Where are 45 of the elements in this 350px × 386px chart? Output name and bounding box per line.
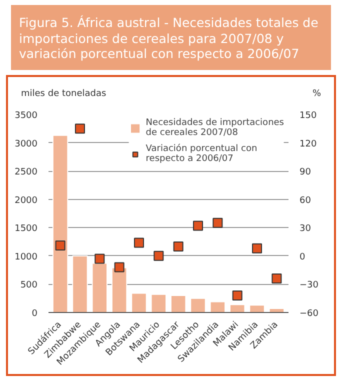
point: [193, 220, 204, 230]
bar: [249, 304, 265, 312]
point: [173, 241, 184, 252]
bar: [131, 292, 147, 312]
bar: [229, 304, 246, 312]
y2-tick-label: 90: [300, 167, 312, 178]
point: [55, 240, 66, 250]
y-tick-label: 0: [32, 308, 38, 319]
point: [94, 253, 105, 264]
bar: [52, 134, 68, 312]
legend-label: Necesidades de importaciones de cereales 2007/08: [146, 118, 284, 138]
y2-axis-title: %: [312, 88, 321, 101]
y-tick-label: 1000: [14, 252, 38, 262]
bar: [268, 308, 285, 312]
chart-title: Figura 5. África austral - Necesidades totales de importaciones de cereales para 2007/08 y variación porcentual con respecto a 2006/07: [19, 15, 320, 62]
point: [74, 123, 85, 134]
y2-tick-label: −30: [300, 280, 319, 290]
legend-label: Variación porcentual con respecto a 2006/07: [146, 144, 258, 164]
bar: [111, 267, 128, 312]
y-tick-label: 1500: [14, 224, 38, 234]
point: [154, 250, 164, 261]
y-tick-label: 3500: [14, 110, 38, 121]
y-tick-label: 2000: [14, 196, 38, 206]
y-axis-title: miles de toneladas: [21, 88, 106, 101]
bar: [170, 294, 186, 312]
y2-tick-label: 60: [300, 196, 312, 206]
point: [272, 273, 282, 284]
y-tick-label: 3000: [14, 139, 38, 150]
y2-tick-label: 120: [300, 139, 317, 150]
y-tick-label: 2500: [14, 167, 38, 178]
bar: [190, 298, 206, 312]
point: [134, 237, 144, 248]
bar: [92, 262, 108, 312]
bar: [210, 300, 226, 312]
y-tick-label: 500: [20, 280, 38, 290]
y2-tick-label: 0: [300, 252, 306, 262]
bar: [72, 255, 88, 312]
point: [252, 243, 262, 254]
y2-tick-label: 150: [300, 110, 317, 121]
y2-tick-label: 30: [300, 224, 312, 234]
point: [212, 218, 223, 228]
y2-tick-label: −60: [300, 308, 319, 319]
point: [114, 262, 124, 272]
point: [232, 290, 242, 300]
bar: [150, 294, 167, 312]
